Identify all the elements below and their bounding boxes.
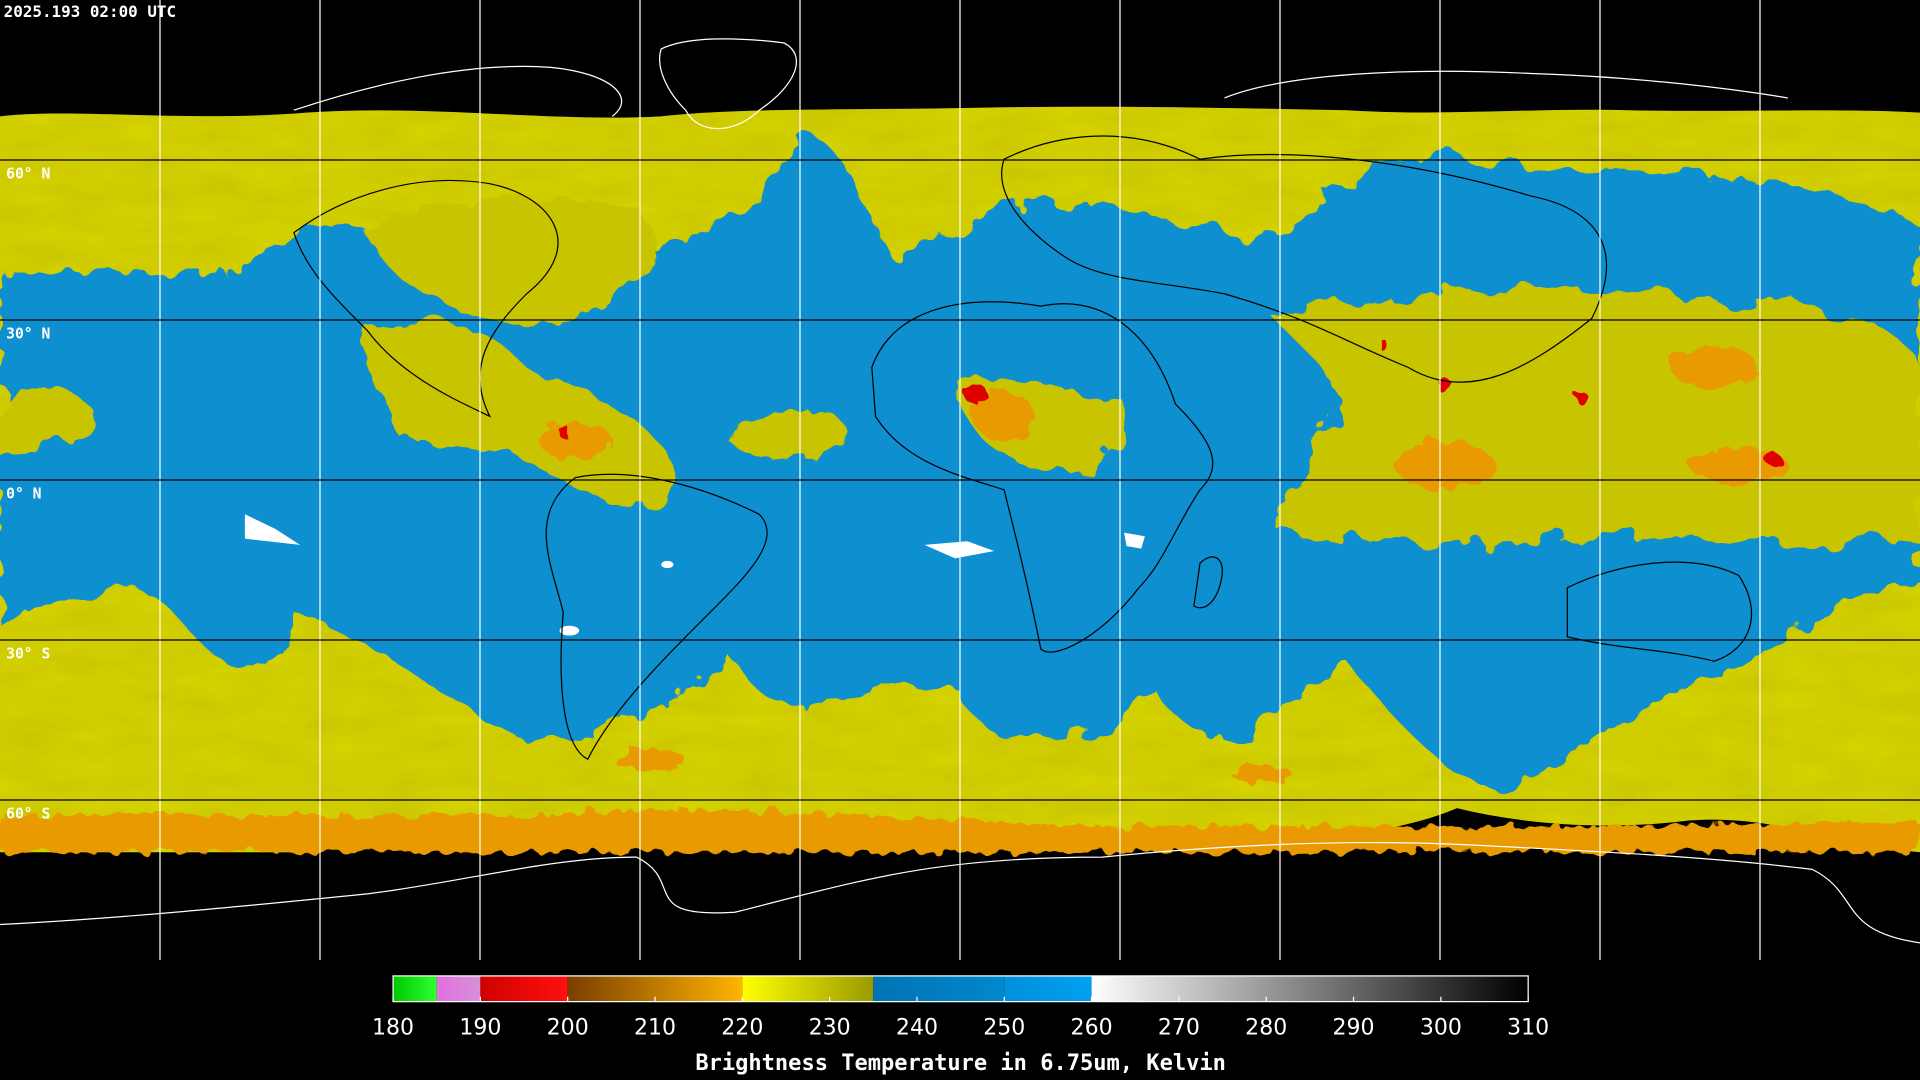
lat-label: 60° N — [6, 165, 50, 182]
colorbar-tick-label: 230 — [809, 1016, 851, 1041]
colorbar-tick-label: 190 — [459, 1016, 501, 1041]
lat-label: 0° N — [6, 485, 41, 502]
colorbar-tick-label: 240 — [896, 1016, 938, 1041]
colorbar: 180 190 200 210 220 230 240 250 260 270 280 290 300 3… — [372, 975, 1549, 1076]
labels: 2025.193 02:00 UTC 60° N 30° N 0° N 30° S 60… — [4, 2, 176, 822]
colorbar-segment — [480, 975, 568, 1002]
lat-label: 60° S — [6, 805, 50, 822]
colorbar-frame — [392, 975, 1529, 1003]
deep-convection — [557, 340, 1781, 467]
timestamp: 2025.193 02:00 UTC — [4, 2, 176, 21]
colorbar-segment — [393, 975, 437, 1002]
colorbar-tick-label: 260 — [1071, 1016, 1113, 1041]
colorbar-tick-label: 250 — [983, 1016, 1025, 1041]
polar-coastlines — [0, 38, 1920, 944]
colorbar-tick-label: 270 — [1158, 1016, 1200, 1041]
colorbar-segment — [873, 975, 1005, 1002]
colorbar-tick-label: 180 — [372, 1016, 414, 1041]
lat-label: 30° N — [6, 325, 50, 342]
lat-label: 30° S — [6, 645, 50, 662]
colorbar-tick-label: 210 — [634, 1016, 676, 1041]
colorbar-label: Brightness Temperature in 6.75um, Kelvin — [695, 1051, 1226, 1076]
colorbar-tick-label: 290 — [1333, 1016, 1375, 1041]
colorbar-segment — [742, 975, 874, 1002]
colorbar-tick-label: 200 — [547, 1016, 589, 1041]
colorbar-segment — [1091, 975, 1529, 1002]
colorbar-segment — [1004, 975, 1092, 1002]
colorbar-tick-label: 300 — [1420, 1016, 1462, 1041]
colorbar-tick-label: 310 — [1507, 1016, 1549, 1041]
colorbar-tick-label: 280 — [1245, 1016, 1287, 1041]
graticule — [159, 0, 1761, 960]
colorbar-tick-label: 220 — [721, 1016, 763, 1041]
colorbar-segment — [436, 975, 481, 1002]
